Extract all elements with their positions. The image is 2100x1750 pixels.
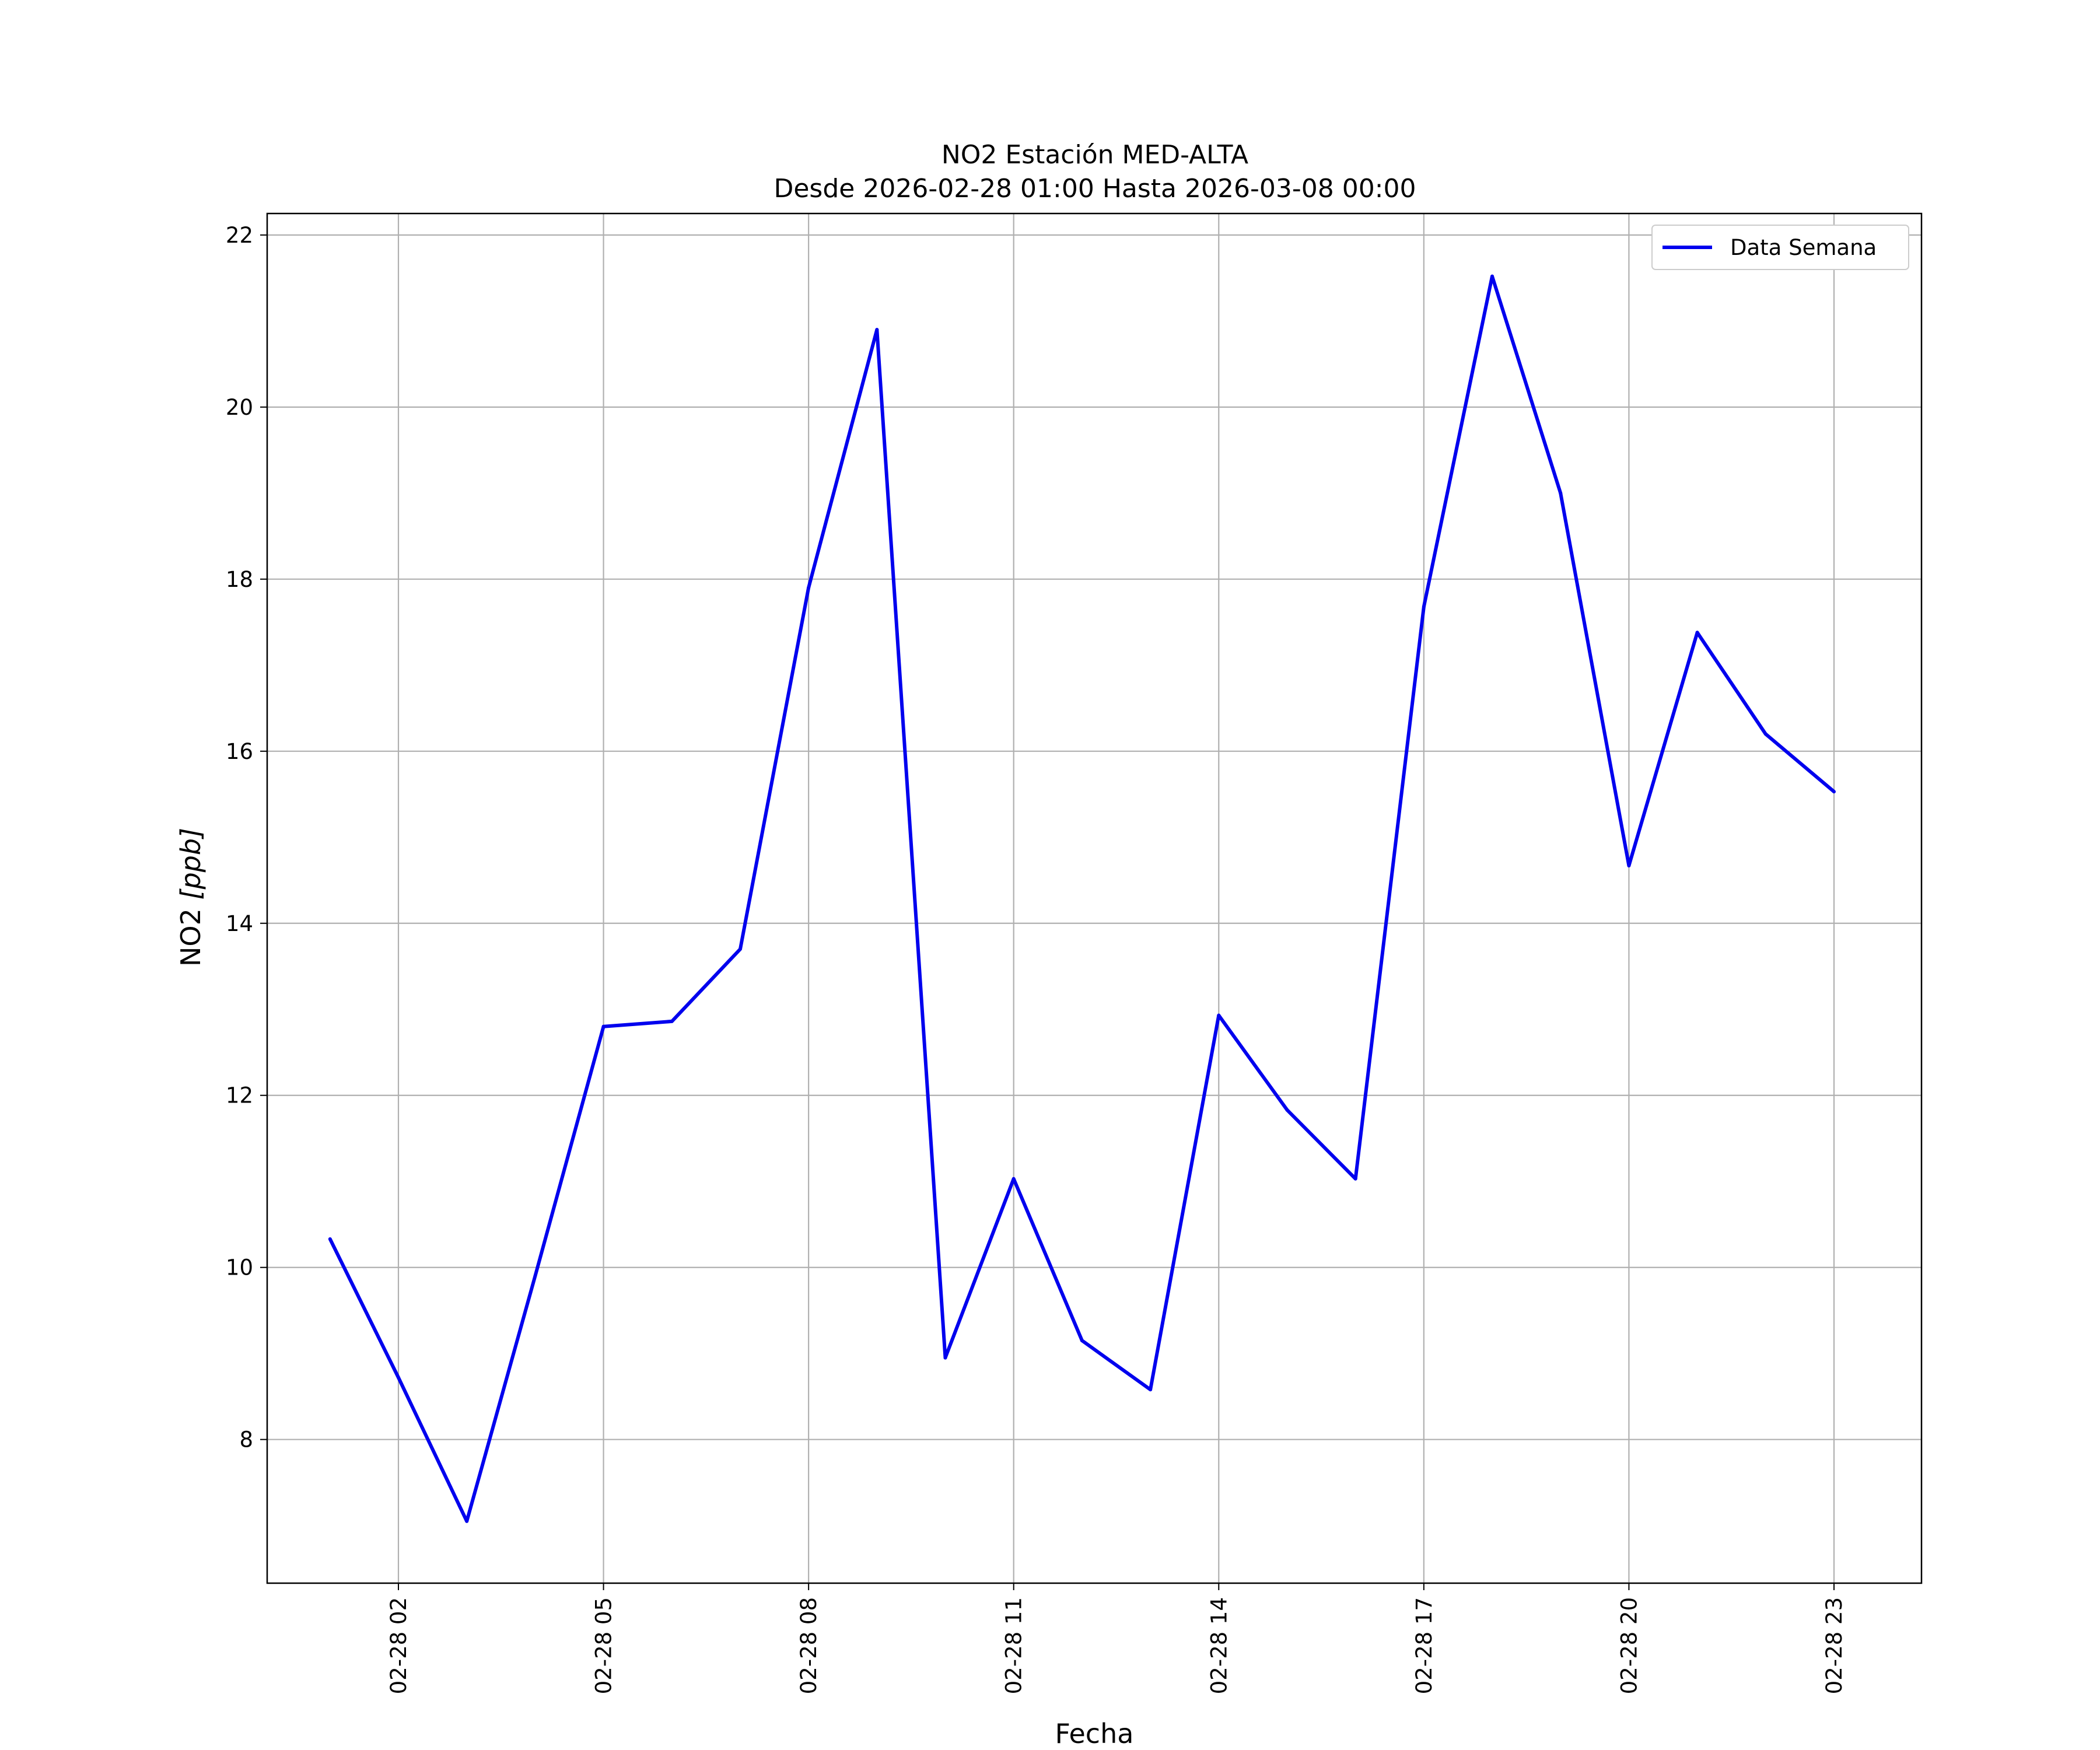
legend-label: Data Semana — [1730, 235, 1877, 260]
data-point — [875, 328, 879, 332]
data-point — [328, 1237, 332, 1241]
y-tick-label: 18 — [226, 567, 253, 592]
x-tick-label: 02-28 05 — [592, 1597, 617, 1694]
data-point — [601, 1024, 606, 1028]
data-point — [738, 947, 742, 951]
x-tick-label: 02-28 14 — [1206, 1597, 1231, 1694]
data-point — [943, 1356, 947, 1360]
chart-title: NO2 Estación MED-ALTA — [942, 140, 1248, 170]
x-tick-label: 02-28 20 — [1616, 1597, 1642, 1694]
data-point — [533, 1274, 537, 1278]
x-axis-ticks: 02-28 02 02-28 05 02-28 08 02-28 11 02-28 14… — [386, 1583, 1847, 1694]
y-axis-label: NO2 [ppb] — [175, 828, 206, 967]
x-tick-label: 02-28 23 — [1822, 1597, 1847, 1694]
y-axis-ticks: 8 10 12 14 16 18 20 22 — [226, 223, 267, 1452]
y-tick-label: 14 — [226, 911, 253, 936]
data-point — [1285, 1108, 1289, 1112]
y-tick-label: 12 — [226, 1083, 253, 1108]
data-point — [1763, 732, 1768, 736]
data-point — [397, 1376, 401, 1380]
data-point — [1422, 605, 1426, 609]
data-point — [1627, 863, 1631, 867]
y-tick-label: 20 — [226, 395, 253, 420]
y-tick-label: 10 — [226, 1255, 253, 1280]
legend: Data Semana — [1651, 225, 1909, 270]
x-tick-label: 02-28 08 — [796, 1597, 821, 1694]
grid — [267, 214, 1922, 1583]
y-tick-label: 16 — [226, 739, 253, 764]
y-tick-label: 22 — [226, 223, 253, 248]
data-point — [1149, 1388, 1153, 1392]
data-point — [1353, 1177, 1357, 1181]
series-layer — [328, 274, 1836, 1523]
data-point — [1559, 491, 1563, 495]
data-point — [1217, 1013, 1221, 1017]
data-point — [1080, 1339, 1084, 1343]
y-axis-label-prefix: NO2 — [175, 900, 206, 967]
x-tick-label: 02-28 02 — [386, 1597, 411, 1694]
data-point — [807, 586, 811, 590]
y-axis-label-unit: [ppb] — [175, 828, 206, 900]
data-point — [670, 1019, 674, 1023]
plot-frame — [266, 212, 1923, 1584]
y-tick-label: 8 — [239, 1427, 253, 1452]
x-tick-label: 02-28 11 — [1002, 1597, 1027, 1694]
data-point — [1490, 274, 1494, 278]
legend-box — [1651, 225, 1909, 270]
data-point — [465, 1519, 469, 1523]
chart-subtitle: Desde 2026-02-28 01:00 Hasta 2026-03-08 … — [774, 174, 1416, 204]
x-tick-label: 02-28 17 — [1412, 1597, 1437, 1694]
data-point — [1695, 631, 1699, 635]
data-point — [1832, 790, 1836, 794]
x-axis-label: Fecha — [1055, 1718, 1134, 1749]
data-point — [1012, 1177, 1016, 1181]
